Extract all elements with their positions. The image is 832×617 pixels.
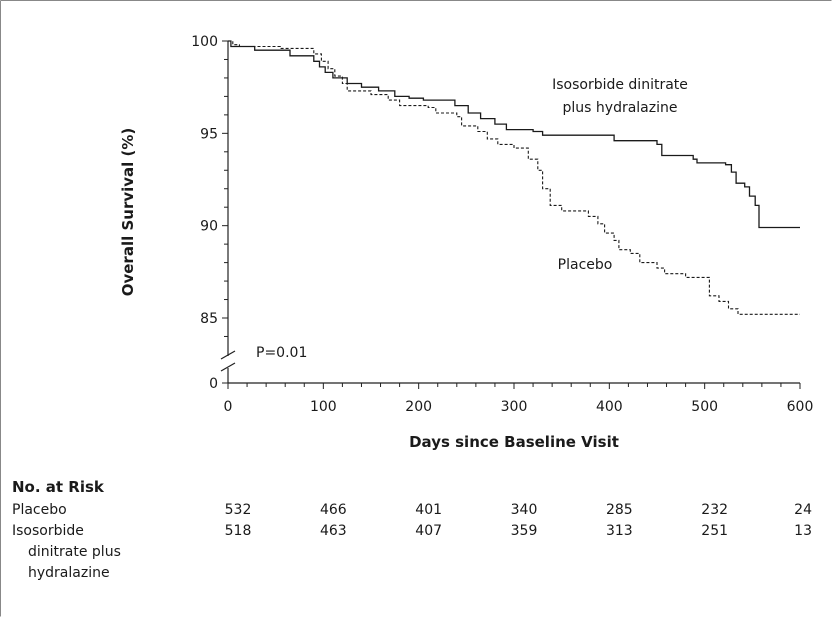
y-tick-label: 85: [200, 311, 218, 327]
risk-value: 251: [701, 523, 728, 539]
x-tick-label: 600: [787, 399, 814, 415]
x-tick-label: 200: [405, 399, 432, 415]
series-label-treatment-line-2: plus hydralazine: [563, 100, 678, 116]
axis-break-mark-top: [220, 350, 236, 360]
risk-row-label-treatment-line-1: Isosorbide: [12, 523, 84, 539]
risk-value: 24: [794, 502, 812, 518]
risk-table: No. at Risk Placebo Isosorbide dinitrate…: [12, 478, 812, 581]
y-tick-label: 95: [200, 126, 218, 142]
risk-row-label-treatment-line-3: hydralazine: [28, 565, 110, 581]
x-tick-label: 0: [224, 399, 233, 415]
x-axis-title: Days since Baseline Visit: [409, 433, 619, 451]
plot-area: 0 85 90 95 100 0 100 200 300 400 500 600 Overall S…: [119, 34, 813, 451]
risk-value: 285: [606, 502, 633, 518]
series-label-treatment-line-1: Isosorbide dinitrate: [552, 77, 688, 93]
y-ticks: 0 85 90 95 100: [191, 34, 228, 392]
y-tick-label: 90: [200, 219, 218, 235]
risk-row-label-placebo: Placebo: [12, 502, 67, 518]
risk-value: 232: [701, 502, 728, 518]
risk-value: 13: [794, 523, 812, 539]
x-tick-label: 500: [691, 399, 718, 415]
y-axis-title: Overall Survival (%): [119, 128, 137, 297]
series-label-placebo: Placebo: [558, 257, 613, 273]
risk-table-values: 532 466 401 340 285 232 24 518 463 407 359 313 251 13: [225, 502, 812, 539]
axis-break-mark-bottom: [220, 362, 236, 372]
series-lines: [228, 40, 800, 315]
y-tick-label: 0: [209, 376, 218, 392]
risk-value: 359: [511, 523, 538, 539]
risk-value: 407: [415, 523, 442, 539]
risk-value: 518: [225, 523, 252, 539]
series-line-treatment: [228, 40, 800, 229]
y-tick-label: 100: [191, 34, 218, 50]
x-ticks: 0 100 200 300 400 500 600: [224, 383, 814, 415]
x-tick-label: 300: [501, 399, 528, 415]
risk-table-title: No. at Risk: [12, 478, 105, 496]
risk-value: 466: [320, 502, 347, 518]
risk-value: 463: [320, 523, 347, 539]
risk-value: 532: [225, 502, 252, 518]
risk-value: 401: [415, 502, 442, 518]
risk-row-label-treatment-line-2: dinitrate plus: [28, 544, 121, 560]
risk-value: 340: [511, 502, 538, 518]
risk-value: 313: [606, 523, 633, 539]
series-line-placebo: [228, 40, 800, 315]
p-value-annotation: P=0.01: [256, 345, 307, 361]
x-tick-label: 400: [596, 399, 623, 415]
x-tick-label: 100: [310, 399, 337, 415]
